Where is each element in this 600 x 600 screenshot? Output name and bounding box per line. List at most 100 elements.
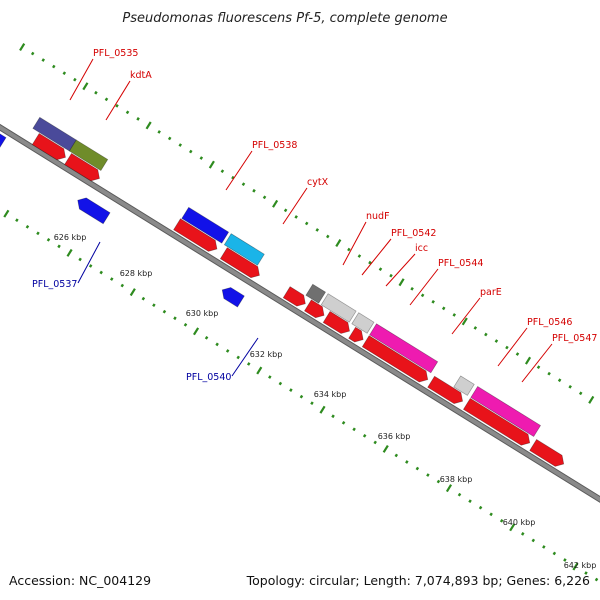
major-tick [509, 523, 516, 532]
minor-tick [78, 257, 82, 262]
minor-tick [426, 473, 430, 477]
minor-tick [62, 71, 67, 75]
leader-line [231, 337, 259, 377]
minor-tick [373, 440, 377, 445]
scale-label: 638 kbp [440, 475, 473, 484]
minor-tick [115, 103, 119, 108]
gene-label: PFL_0546 [527, 317, 572, 328]
minor-tick [294, 215, 298, 219]
major-tick [66, 248, 73, 257]
minor-tick [499, 518, 504, 523]
gene-label: PFL_0544 [438, 258, 483, 269]
major-tick [82, 82, 89, 91]
leader-line [77, 241, 101, 284]
scale-label: 636 kbp [378, 432, 411, 441]
minor-tick [431, 300, 435, 304]
minor-tick [584, 571, 588, 575]
minor-tick [183, 322, 188, 327]
scale-label: 640 kbp [503, 518, 536, 527]
minor-tick [173, 316, 177, 321]
gene-box [470, 385, 542, 438]
minor-tick [420, 293, 425, 298]
minor-tick [436, 479, 441, 484]
backbone-line [0, 125, 600, 502]
gene-box [453, 375, 475, 396]
gene-label: kdtA [130, 70, 152, 81]
gene-arrow [304, 299, 325, 319]
minor-tick [410, 286, 414, 291]
minor-tick [331, 414, 335, 419]
leader-line [105, 80, 131, 121]
gene-box [320, 293, 357, 323]
minor-tick [231, 175, 235, 180]
minor-tick [405, 460, 409, 464]
minor-tick [15, 218, 19, 223]
minor-tick [557, 378, 562, 383]
label-leaders [69, 58, 553, 383]
minor-tick [283, 208, 288, 213]
major-tick [319, 405, 326, 414]
minor-tick [315, 228, 319, 232]
gene-label: nudF [366, 211, 390, 222]
scale-label: 634 kbp [314, 390, 347, 399]
leader-line [521, 343, 553, 383]
minor-tick [152, 303, 156, 307]
scale-label: 632 kbp [250, 350, 283, 359]
minor-tick [484, 332, 488, 337]
minor-tick [568, 384, 572, 389]
gene-label: parE [480, 287, 502, 298]
minor-tick [563, 558, 567, 562]
gene-label: PFL_0538 [252, 140, 297, 151]
minor-tick [542, 545, 546, 549]
minor-tick [531, 538, 536, 543]
gene-arrow [77, 197, 111, 225]
minor-tick [362, 434, 367, 438]
gene-box [68, 139, 109, 172]
minor-tick [141, 296, 146, 301]
minor-tick [415, 466, 420, 471]
leader-line [361, 238, 392, 276]
gene-arrow [221, 287, 245, 308]
minor-tick [299, 394, 304, 399]
minor-tick [52, 64, 56, 69]
leader-line [451, 297, 481, 335]
minor-tick [215, 342, 219, 347]
minor-tick [167, 136, 172, 141]
minor-tick [552, 551, 557, 556]
summary-text: Topology: circular; Length: 7,074,893 bp… [246, 573, 590, 588]
gene-label: PFL_0547 [552, 333, 597, 344]
gene-box [181, 206, 230, 244]
minor-tick [289, 388, 293, 392]
minor-tick [515, 352, 520, 356]
minor-tick [46, 238, 51, 242]
minor-tick [220, 169, 225, 173]
major-tick [398, 278, 405, 287]
major-tick [145, 121, 152, 130]
minor-tick [478, 505, 483, 510]
major-tick [588, 395, 595, 404]
major-tick [19, 43, 26, 51]
minor-tick [241, 182, 246, 187]
minor-tick [41, 58, 45, 62]
leader-line [342, 221, 367, 266]
major-tick [572, 562, 579, 571]
gene-box [223, 233, 265, 266]
minor-tick [378, 267, 383, 271]
minor-tick [30, 51, 35, 56]
minor-tick [225, 349, 230, 353]
gene-label: PFL_0535 [93, 48, 138, 59]
minor-tick [441, 306, 446, 311]
minor-tick [594, 577, 599, 582]
gene-arrow [348, 326, 364, 343]
minor-tick [468, 499, 472, 504]
accession-text: Accession: NC_004129 [9, 573, 151, 588]
leader-line [225, 150, 253, 191]
backbone [0, 123, 600, 503]
minor-tick [536, 365, 541, 369]
gene-features [0, 116, 565, 467]
minor-tick [99, 270, 103, 275]
major-tick [129, 288, 136, 297]
major-tick [272, 199, 279, 208]
gene-arrow [529, 438, 565, 467]
map-title: Pseudomonas fluorescens Pf-5, complete g… [122, 11, 447, 26]
